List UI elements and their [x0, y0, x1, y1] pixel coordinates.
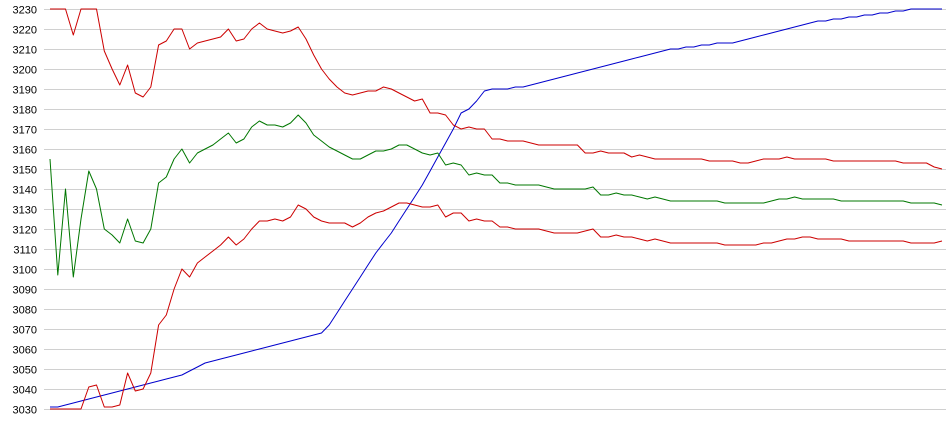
y-tick-label: 3120 — [13, 225, 37, 237]
y-tick-label: 3210 — [13, 45, 37, 57]
y-tick-label: 3160 — [13, 145, 37, 157]
series-lines — [49, 8, 943, 410]
y-tick-label: 3200 — [13, 65, 37, 77]
y-tick-label: 3230 — [13, 5, 37, 17]
y-tick-label: 3220 — [13, 25, 37, 37]
y-tick-label: 3130 — [13, 205, 37, 217]
y-tick-label: 3030 — [13, 405, 37, 417]
series-line-4 — [50, 202, 943, 410]
y-tick-label: 3150 — [13, 165, 37, 177]
y-tick-label: 3060 — [13, 345, 37, 357]
y-tick-label: 3070 — [13, 325, 37, 337]
series-line-3 — [49, 114, 943, 278]
y-axis-tick-labels: 3030 3040 3050 3060 3070 3080 3090 3100 3110 3120… — [13, 5, 37, 417]
y-tick-label: 3170 — [13, 125, 37, 137]
series-line-2 — [50, 8, 943, 170]
y-tick-label: 3140 — [13, 185, 37, 197]
y-tick-label: 3050 — [13, 365, 37, 377]
y-tick-label: 3040 — [13, 385, 37, 397]
y-tick-label: 3110 — [13, 245, 37, 257]
y-tick-label: 3090 — [13, 285, 37, 297]
y-tick-label: 3080 — [13, 305, 37, 317]
y-tick-label: 3180 — [13, 105, 37, 117]
gridlines — [44, 9, 946, 410]
y-tick-label: 3100 — [13, 265, 37, 277]
series-line-1 — [50, 8, 942, 408]
y-tick-label: 3190 — [13, 85, 37, 97]
